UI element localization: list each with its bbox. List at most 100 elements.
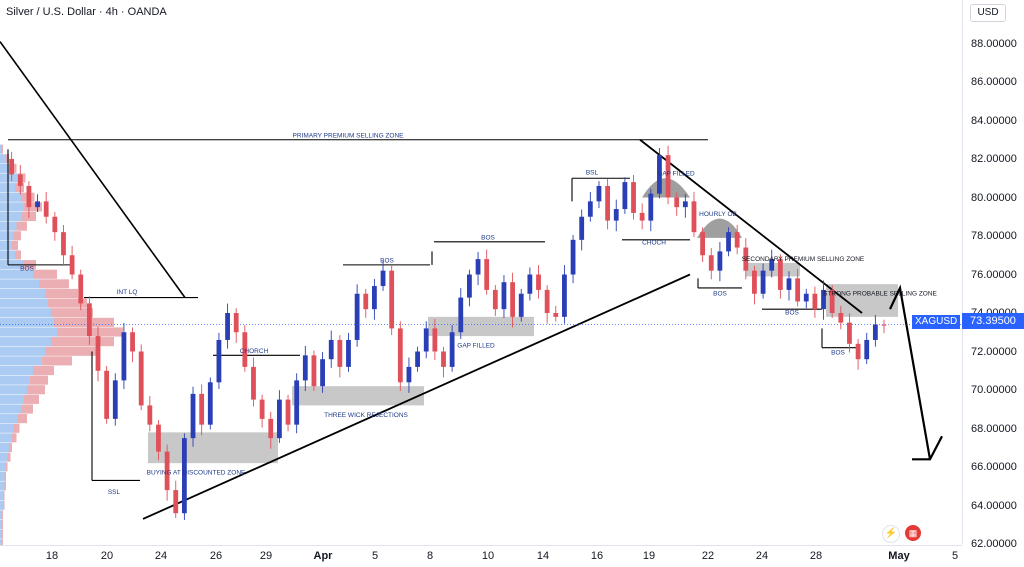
candle-body	[43, 201, 49, 217]
projection-arrow	[889, 284, 932, 460]
volume-bar-down	[13, 231, 21, 241]
candle-body	[190, 393, 196, 439]
time-axis[interactable]: 18 20 24 26 29 Apr 5 8 10 14 16 19 22 24 28 May 5	[0, 545, 962, 567]
candle-body	[795, 278, 801, 302]
candle-body	[734, 232, 740, 248]
candle-body	[708, 255, 714, 271]
us-flag-icon[interactable]: ▦	[905, 525, 921, 541]
candle-body	[475, 259, 481, 275]
volume-bar-down	[12, 240, 18, 250]
gap-filled-mid-label: GAP FILLED	[457, 343, 495, 350]
line-layer	[0, 41, 962, 520]
volume-bar-down	[24, 202, 42, 212]
candle-body	[276, 399, 282, 439]
ssl-label: SSL	[108, 489, 121, 496]
flash-icon[interactable]: ⚡	[882, 525, 900, 543]
volume-bar-down	[6, 462, 8, 472]
volume-bar-down	[51, 308, 93, 318]
volume-bar-up	[0, 144, 2, 154]
currency-selector[interactable]: USD	[970, 4, 1006, 22]
volume-bar-down	[54, 317, 114, 327]
volume-bar-up	[0, 385, 27, 395]
volume-bar-up	[0, 510, 2, 520]
volume-bar-down	[7, 452, 11, 462]
volume-bar-down	[30, 375, 48, 385]
volume-bar-up	[0, 414, 18, 424]
strong-selling-zone	[826, 284, 898, 317]
time-tick: 5	[371, 550, 379, 562]
candle-body	[86, 303, 92, 337]
volume-bar-up	[0, 308, 51, 318]
volume-bar-down	[1, 144, 3, 154]
discount-zone	[148, 432, 278, 464]
candle-body	[527, 274, 533, 294]
candle-body	[821, 289, 826, 310]
candle-body	[268, 418, 274, 439]
three-wick-label: THREE WICK REJECTIONS	[324, 412, 408, 419]
volume-bar-up	[0, 240, 12, 250]
candle-body	[147, 405, 153, 425]
candle-body	[648, 193, 654, 221]
volume-bar-down	[45, 288, 78, 299]
zone-layer	[148, 178, 898, 464]
candle-body	[415, 351, 420, 367]
volume-bar-down	[3, 491, 5, 501]
volume-bar-down	[33, 269, 57, 279]
annotation-layer: PRIMARY PREMIUM SELLING ZONE BSL GAP FILLE…	[20, 132, 937, 496]
candle-body	[665, 155, 671, 198]
time-tick: Apr	[313, 550, 333, 562]
volume-bar-up	[0, 500, 3, 510]
candle-body	[363, 293, 369, 310]
candle-body	[78, 274, 84, 304]
volume-bar-down	[13, 423, 20, 433]
volume-bar-down	[9, 442, 12, 453]
volume-bar-up	[0, 211, 21, 222]
price-axis[interactable]: 88.00000 86.00000 84.00000 82.00000 80.00000…	[962, 0, 1024, 550]
candle-body	[130, 332, 135, 352]
price-tick: 72.00000	[971, 345, 1017, 358]
volume-bar-up	[0, 452, 8, 462]
volume-bar-up	[0, 298, 48, 308]
candle-body	[501, 282, 507, 310]
volume-bar-up	[0, 192, 21, 202]
candle-body	[441, 351, 446, 367]
gap-filled-top-label: GAP FILLED	[657, 170, 695, 177]
symbol-price-tag: XAGUSD	[912, 315, 961, 329]
chart-area[interactable]: Silver / U.S. Dollar · 4h · OANDA PRIMAR…	[0, 0, 962, 545]
candle-body	[769, 259, 775, 271]
candle-body	[397, 328, 403, 383]
candle-body	[52, 216, 58, 233]
candle-body	[587, 201, 593, 217]
candle-body	[674, 197, 680, 208]
volume-bar-up	[0, 394, 24, 404]
time-tick: 19	[642, 550, 656, 562]
candle-body	[138, 351, 144, 406]
candle-body	[518, 293, 524, 317]
price-chart[interactable]: PRIMARY PREMIUM SELLING ZONE BSL GAP FILLE…	[0, 0, 962, 545]
volume-bar-down	[48, 298, 87, 308]
candle-body	[328, 339, 334, 360]
candle-body	[337, 339, 343, 367]
candle-body	[259, 399, 265, 419]
candle-body	[622, 182, 628, 210]
volume-bar-down	[24, 394, 39, 404]
volume-bar-down	[18, 414, 27, 424]
chart-title: Silver / U.S. Dollar · 4h · OANDA	[6, 6, 167, 18]
price-tick: 78.00000	[971, 230, 1017, 242]
candle-body	[69, 255, 75, 275]
candle-body	[225, 313, 230, 340]
candle-body	[743, 247, 749, 271]
candle-body	[35, 201, 40, 208]
candle-body	[233, 313, 239, 333]
candle-body	[95, 336, 101, 371]
candle-body	[104, 370, 110, 419]
volume-bar-down	[15, 183, 24, 193]
candlestick-series	[9, 145, 887, 520]
candle-body	[294, 380, 300, 425]
price-tick: 86.00000	[971, 76, 1017, 88]
candle-body	[536, 274, 541, 290]
candle-body	[406, 366, 412, 383]
price-tick: 64.00000	[971, 499, 1017, 512]
candle-body	[682, 201, 688, 208]
candle-body	[432, 328, 438, 352]
